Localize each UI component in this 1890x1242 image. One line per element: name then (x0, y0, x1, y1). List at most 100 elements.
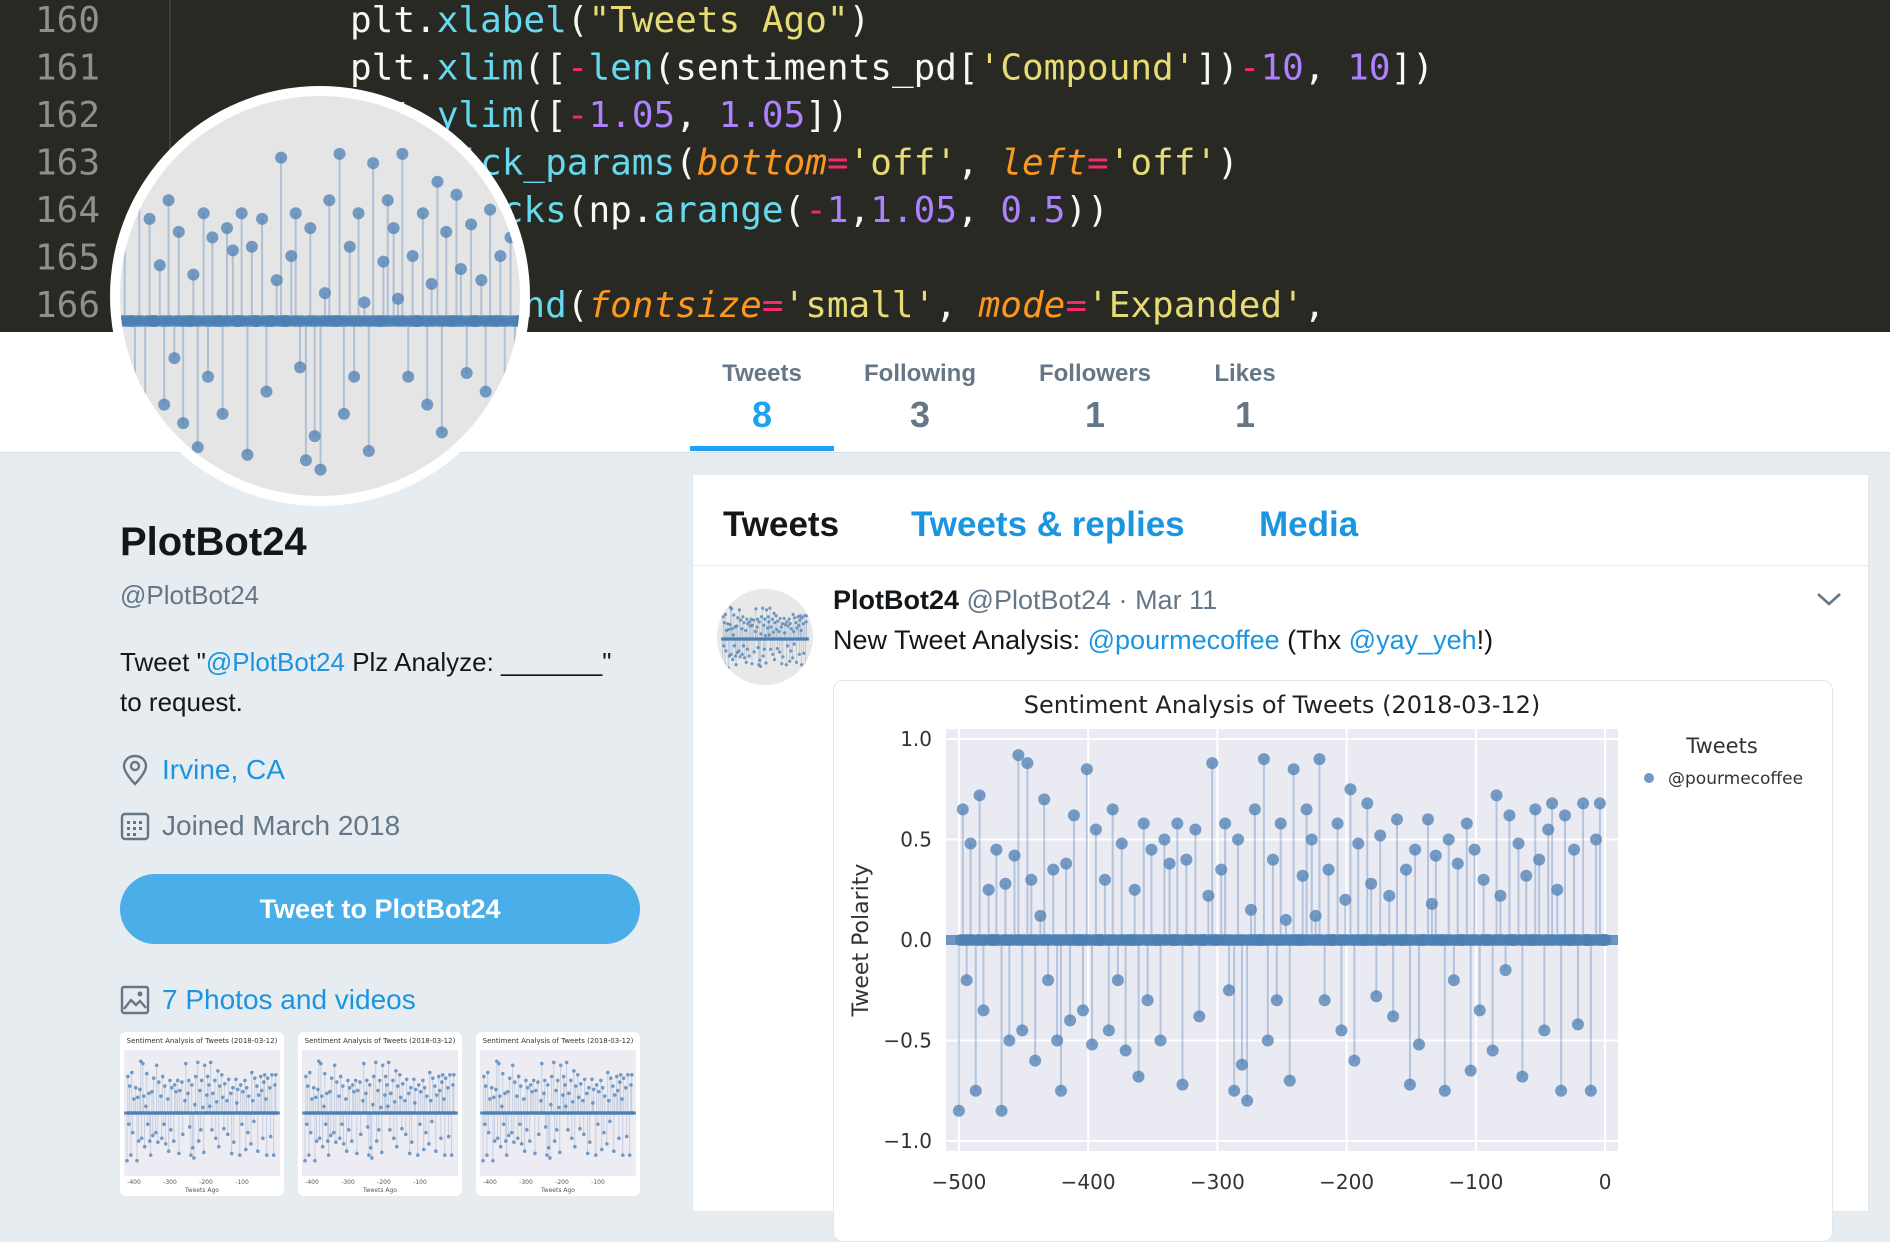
thumb-point (217, 1084, 222, 1088)
thumb-point (615, 1088, 620, 1093)
thumb-point (231, 1085, 235, 1090)
thumb-point (442, 1097, 446, 1101)
thumb-point (561, 1074, 566, 1079)
code-line-number: 164 (35, 190, 100, 231)
thumb-point (507, 1076, 512, 1080)
thumb-point (355, 1151, 359, 1156)
tab-tweets-replies[interactable]: Tweets & replies (911, 505, 1185, 544)
thumb-point (398, 1072, 402, 1077)
tweet-date[interactable]: Mar 11 (1135, 585, 1218, 615)
stat-likes-value: 1 (1234, 394, 1256, 435)
thumb-point (341, 1142, 346, 1146)
tweet-avatar[interactable] (717, 589, 813, 685)
tweet-mention-2[interactable]: @yay_yeh (1348, 625, 1477, 655)
thumb-point (142, 1094, 146, 1098)
thumb-point (554, 1088, 558, 1093)
thumb-point (537, 1132, 541, 1137)
mini-point (762, 647, 766, 651)
tweet-author-name[interactable]: PlotBot24 (833, 585, 960, 615)
y-tick-label: 1.0 (900, 727, 932, 751)
y-tick-label: 0.5 (900, 828, 932, 852)
avatar-point (425, 277, 438, 290)
data-point (960, 974, 973, 987)
tweet-media-chart[interactable]: −500 −400 −300 −200 −100 0 −1.0 −0.5 0.0 0.5 1.0 Se… (833, 680, 1833, 1242)
media-thumbnail-2[interactable]: Sentiment Analysis of Tweets (2018-03-12… (298, 1032, 462, 1196)
tweet-author-handle[interactable]: @PlotBot24 (966, 585, 1112, 615)
thumb-point (627, 1153, 632, 1157)
data-point (1542, 823, 1555, 836)
stat-following[interactable]: Following 3 (855, 360, 985, 436)
mini-point (758, 658, 762, 662)
thumb-point (485, 1153, 489, 1157)
photos-videos-link[interactable]: 7 Photos and videos (162, 984, 416, 1015)
thumb-point (585, 1151, 590, 1156)
stat-likes[interactable]: Likes 1 (1200, 360, 1290, 436)
data-point (1163, 857, 1176, 870)
media-thumbnail-3[interactable]: Sentiment Analysis of Tweets (2018-03-12… (476, 1032, 640, 1196)
tweet-mention-1[interactable]: @pourmecoffee (1087, 625, 1280, 655)
thumb-point (125, 1158, 129, 1163)
thumb-tick-label: -100 (235, 1179, 249, 1186)
data-point (1137, 817, 1150, 830)
stat-followers[interactable]: Followers 1 (1030, 360, 1160, 436)
tab-tweets[interactable]: Tweets (723, 505, 840, 544)
mini-point (778, 616, 782, 621)
mini-point (759, 632, 763, 636)
tweet-to-button[interactable]: Tweet to PlotBot24 (120, 874, 640, 944)
avatar-point (333, 147, 346, 160)
avatar-point (158, 398, 171, 411)
thumb-point (385, 1083, 389, 1087)
stat-tweets[interactable]: Tweets 8 (690, 360, 834, 436)
avatar-point (260, 385, 273, 398)
data-point (1219, 817, 1232, 830)
avatar-point (381, 194, 394, 207)
thumb-tick-label: -100 (591, 1179, 605, 1186)
thumb-point (259, 1088, 264, 1093)
thumb-point (190, 1146, 195, 1150)
thumb-point (416, 1153, 420, 1157)
mini-point (750, 662, 754, 666)
thumb-point (235, 1101, 239, 1105)
chevron-down-icon[interactable] (1815, 589, 1843, 609)
data-point (1344, 783, 1357, 796)
thumb-point (394, 1069, 398, 1073)
thumb-point (400, 1126, 404, 1131)
thumb-point (567, 1091, 571, 1096)
thumb-point (519, 1142, 524, 1146)
data-point (1003, 1034, 1016, 1047)
thumb-point (127, 1084, 132, 1088)
thumb-point (564, 1060, 569, 1065)
data-point (1047, 863, 1060, 876)
media-thumbnail-1[interactable]: Sentiment Analysis of Tweets (2018-03-12… (120, 1032, 284, 1196)
mini-point (740, 627, 744, 631)
thumb-point (413, 1087, 418, 1092)
thumb-point (162, 1122, 166, 1127)
thumb-point (534, 1088, 538, 1093)
mini-point (800, 616, 804, 620)
mini-point (789, 649, 793, 653)
mini-point (752, 650, 756, 654)
thumb-point (138, 1087, 142, 1092)
mini-point (723, 663, 727, 667)
avatar-point (216, 407, 229, 420)
mini-point (732, 613, 736, 617)
data-point (1067, 809, 1080, 822)
mini-point (745, 617, 749, 621)
x-tick-label: −500 (931, 1170, 986, 1194)
thumb-point (247, 1094, 251, 1098)
thumb-point (446, 1085, 450, 1090)
thumb-point (492, 1139, 497, 1143)
thumb-point (214, 1099, 219, 1104)
thumb-point (175, 1078, 180, 1083)
thumb-point (213, 1078, 217, 1083)
timeline: Tweets Tweets & replies Media PlotBot24 … (692, 474, 1869, 1242)
tab-media[interactable]: Media (1259, 505, 1359, 544)
bio-mention-link[interactable]: @PlotBot24 (205, 647, 345, 677)
avatar-plot-image (120, 96, 520, 496)
data-point (1412, 1038, 1425, 1051)
location-link[interactable]: Irvine, CA (162, 754, 285, 785)
profile-avatar[interactable] (110, 86, 530, 506)
mini-point (777, 629, 781, 634)
thumb-point (303, 1158, 307, 1163)
mini-point (780, 621, 785, 626)
